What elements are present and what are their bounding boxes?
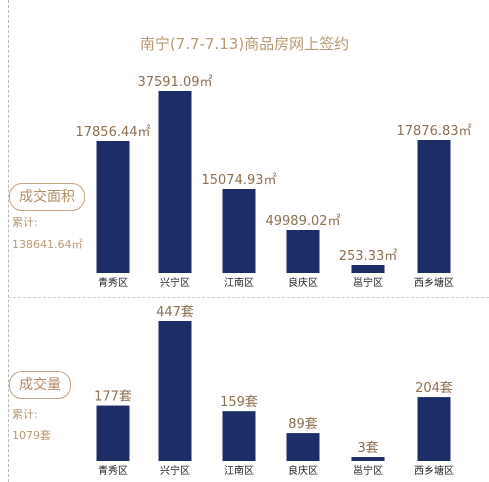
category-label: 良庆区: [288, 464, 318, 477]
page-title: 南宁(7.7-7.13)商品房网上签约: [139, 35, 350, 53]
bar-value-label: 177套: [94, 389, 132, 405]
category-label: 江南区: [224, 464, 254, 477]
bar: [351, 265, 385, 273]
category-label: 兴宁区: [160, 464, 190, 477]
bar: [351, 457, 385, 461]
panel-divider: [8, 297, 489, 298]
units-total-value: 1079套: [12, 429, 51, 442]
bar-value-label: 37591.09㎡: [137, 75, 212, 90]
bar-value-label: 17856.44㎡: [75, 125, 150, 140]
area-total-value: 138641.64㎡: [12, 238, 83, 251]
units-panel-badge: 成交量: [9, 371, 71, 399]
category-label: 邕宁区: [353, 276, 383, 289]
units-total-label: 累计:: [12, 408, 38, 421]
bar-value-label: 49989.02㎡: [265, 214, 340, 229]
area-panel-badge: 成交面积: [9, 183, 85, 211]
category-label: 良庆区: [288, 276, 318, 289]
bar: [222, 411, 256, 461]
left-dashed-border: [8, 0, 9, 482]
area-total-label: 累计:: [12, 216, 38, 229]
bar: [286, 433, 320, 461]
bar: [286, 230, 320, 273]
category-label: 西乡塘区: [414, 276, 454, 289]
category-label: 青秀区: [98, 276, 128, 289]
bar: [158, 321, 192, 461]
bar-value-label: 3套: [357, 440, 378, 456]
bar: [96, 141, 130, 273]
category-label: 青秀区: [98, 464, 128, 477]
bar: [417, 397, 451, 461]
bar: [158, 91, 192, 273]
bar-value-label: 17876.83㎡: [396, 124, 471, 139]
bar-value-label: 89套: [288, 416, 318, 432]
bar-value-label: 447套: [156, 304, 194, 320]
bar: [417, 140, 451, 273]
category-label: 邕宁区: [353, 464, 383, 477]
bar-value-label: 15074.93㎡: [201, 173, 276, 188]
bar-value-label: 253.33㎡: [339, 249, 398, 264]
bar-value-label: 204套: [415, 380, 453, 396]
category-label: 江南区: [224, 276, 254, 289]
bar: [96, 405, 130, 461]
category-label: 西乡塘区: [414, 464, 454, 477]
bar-value-label: 159套: [220, 394, 258, 410]
category-label: 兴宁区: [160, 276, 190, 289]
bar: [222, 189, 256, 273]
